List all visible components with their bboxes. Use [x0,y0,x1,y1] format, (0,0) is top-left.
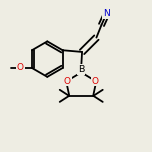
Text: O: O [17,64,24,73]
Text: O: O [64,77,71,86]
Text: N: N [103,9,110,18]
Text: B: B [78,65,84,74]
Text: O: O [92,77,99,86]
